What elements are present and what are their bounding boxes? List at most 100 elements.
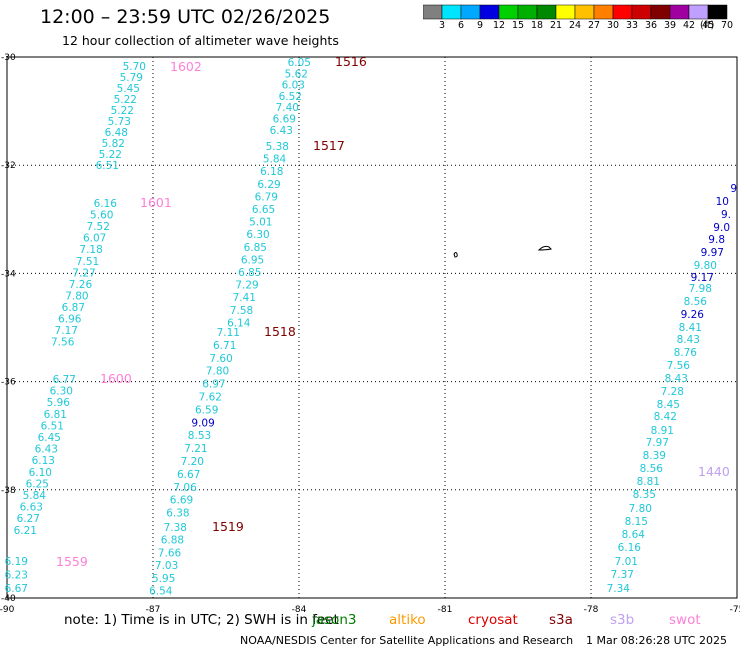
color-scale-unit: (ft) (700, 20, 715, 31)
swh-value: 8.64 (622, 529, 646, 541)
swh-value: 6.19 (5, 556, 28, 568)
swh-value: 8.53 (188, 430, 211, 442)
lon-tick-label: -75 (730, 605, 740, 615)
swh-value: 6.85 (238, 267, 261, 279)
swh-value: 8.91 (651, 425, 674, 437)
track-time-label: 1518 (264, 324, 296, 339)
map-title: 12:00 – 23:59 UTC 02/26/2025 (40, 6, 331, 28)
track-time-label: 1600 (100, 371, 132, 386)
track-time-label: 1559 (56, 554, 88, 569)
legend-altiko: altiko (389, 612, 426, 628)
scale-label-15: 15 (511, 20, 525, 31)
legend-s3b: s3b (610, 612, 635, 628)
swh-value: 6.96 (58, 314, 82, 326)
swh-value: 7.27 (72, 267, 95, 279)
swh-value: 6.59 (195, 404, 218, 416)
swh-value: 7.29 (235, 280, 258, 292)
swh-value: 7.34 (607, 583, 631, 595)
swh-value: 6.69 (273, 114, 296, 126)
swh-value: 7.98 (689, 283, 712, 295)
swh-value: 6.14 (227, 317, 251, 329)
swh-value: 5.22 (114, 94, 137, 106)
swh-value: 5.84 (263, 154, 287, 166)
swh-value: 8.56 (684, 296, 708, 308)
swh-value: 9.80 (694, 260, 717, 272)
scale-label-6: 6 (457, 20, 465, 31)
swh-value: 5.45 (117, 83, 140, 95)
swh-value: 7.20 (181, 456, 204, 468)
swh-value: 7.56 (51, 337, 75, 349)
swh-value: 7.41 (233, 292, 256, 304)
swh-value: 8.43 (677, 334, 700, 346)
swh-value: 7.80 (206, 366, 229, 378)
swh-value: 5.79 (120, 72, 143, 84)
swh-value: 7.56 (667, 360, 691, 372)
swh-value: 7.03 (155, 560, 178, 572)
swh-value: 6.71 (213, 340, 236, 352)
swh-value: 6.45 (38, 432, 61, 444)
swh-value: 6.38 (166, 508, 189, 520)
swh-value: 5.95 (152, 573, 175, 585)
generated-timestamp: 1 Mar 08:26:28 UTC 2025 (586, 634, 727, 647)
scale-label-18: 18 (530, 20, 544, 31)
track-time-label: 1517 (313, 138, 345, 153)
lon-tick-label: -87 (146, 605, 161, 615)
scale-label-9: 9 (476, 20, 484, 31)
footer-note: note: 1) Time is in UTC; 2) SWH is in fe… (64, 612, 339, 628)
swh-value: 6.07 (83, 233, 106, 245)
swh-value: 7.37 (611, 569, 634, 581)
swh-value: 8.45 (657, 399, 680, 411)
scale-label-30: 30 (606, 20, 620, 31)
legend-s3a: s3a (549, 612, 573, 628)
scale-label-39: 39 (663, 20, 677, 31)
swh-value: 6.10 (29, 467, 52, 479)
scale-label-3: 3 (438, 20, 446, 31)
swh-value: 6.16 (618, 542, 642, 554)
lat-tick-label: -40 (1, 594, 16, 604)
swh-value: 7.97 (646, 437, 669, 449)
swh-value: 6.88 (161, 535, 184, 547)
map-frame (6, 56, 738, 599)
swh-value: 7.26 (69, 279, 93, 291)
swh-value: 6.87 (62, 302, 85, 314)
map-subtitle: 12 hour collection of altimeter wave hei… (62, 33, 339, 48)
swh-value: 6.13 (32, 455, 55, 467)
swh-value: 5.82 (102, 138, 125, 150)
swh-value: 9.26 (681, 309, 705, 321)
swh-value: 6.48 (105, 127, 128, 139)
swh-value: 6.27 (17, 513, 40, 525)
scale-label-70: 70 (720, 20, 734, 31)
legend-cryosat: cryosat (468, 612, 518, 628)
legend-swot: swot (669, 612, 701, 628)
swh-value: 7.62 (199, 392, 222, 404)
swh-value: 6.05 (288, 57, 311, 69)
swh-value: 5.60 (90, 210, 113, 222)
swh-value: 8.43 (665, 373, 688, 385)
credit-text: NOAA/NESDIS Center for Satellite Applica… (240, 634, 574, 647)
lon-tick-label: -78 (584, 605, 599, 615)
track-time-label: 1440 (698, 464, 730, 479)
swh-value: 6.69 (170, 495, 193, 507)
lon-tick-label: -81 (438, 605, 453, 615)
swh-value: 6.79 (255, 191, 278, 203)
swh-value: 6.54 (149, 586, 173, 598)
swh-value: 6.67 (5, 583, 28, 595)
lon-tick-label: -84 (292, 605, 307, 615)
swh-value: 6.30 (246, 229, 269, 241)
swh-value: 5.38 (266, 141, 289, 153)
swh-value: 7.60 (209, 353, 232, 365)
swh-value: 7.06 (173, 482, 197, 494)
swh-value: 5.01 (249, 217, 272, 229)
track-time-label: 1601 (140, 195, 172, 210)
scale-label-36: 36 (644, 20, 658, 31)
swh-value: 7.28 (661, 386, 684, 398)
swh-value: 5.73 (108, 116, 131, 128)
legend-jason3: jason3 (312, 612, 357, 628)
swh-value: 9.0 (713, 222, 730, 234)
swh-value: 7.58 (230, 305, 253, 317)
track-time-label: 1519 (212, 519, 244, 534)
track-time-label: 1516 (335, 54, 367, 69)
swh-value: 9.17 (691, 272, 714, 284)
swh-value: 5.22 (111, 105, 134, 117)
